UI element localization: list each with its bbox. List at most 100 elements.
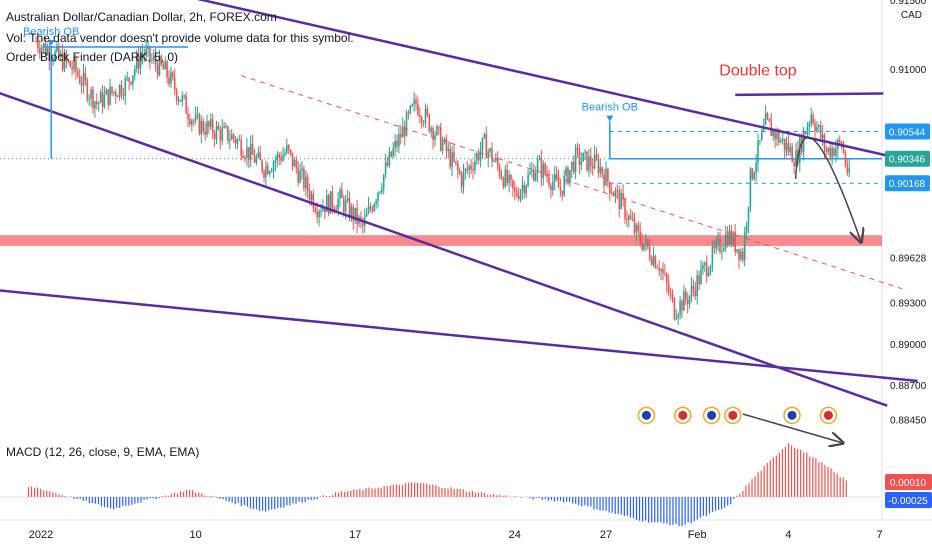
macd-bar <box>538 497 540 498</box>
candle-body <box>599 167 602 173</box>
candle-body <box>500 175 503 179</box>
macd-bar <box>803 452 805 497</box>
macd-bar <box>775 455 777 497</box>
double-top-label: Double top <box>719 63 796 80</box>
macd-bar <box>730 497 732 505</box>
candle-body <box>593 154 596 169</box>
candle-body <box>747 206 750 226</box>
macd-bar <box>635 497 638 521</box>
macd-bar <box>699 497 701 518</box>
candle-body <box>46 48 49 54</box>
candle-body <box>495 157 497 161</box>
macd-bar <box>88 497 90 504</box>
candle-body <box>403 126 406 137</box>
candle-body <box>219 129 222 141</box>
candle-body <box>331 191 334 208</box>
time-tick-label: 4 <box>785 529 791 541</box>
candle-body <box>559 187 562 191</box>
macd-bar <box>341 491 343 497</box>
candle-body <box>388 151 391 166</box>
event-flag-dot <box>787 410 797 420</box>
candle-body <box>149 46 151 60</box>
candle-body <box>261 160 263 172</box>
candle-body <box>751 168 754 179</box>
candle-body <box>280 157 282 161</box>
macd-bar <box>790 445 793 497</box>
macd-bar <box>474 493 476 497</box>
macd-bar <box>742 490 744 497</box>
candle-body <box>428 114 431 132</box>
macd-bar <box>629 497 632 518</box>
candle-body <box>704 262 706 265</box>
macd-bar <box>562 497 565 503</box>
candle-body <box>677 314 679 318</box>
candle-body <box>65 53 68 62</box>
candle-body <box>506 169 508 184</box>
candle-body <box>584 151 586 153</box>
macd-bar <box>79 497 81 499</box>
candle-body <box>303 168 305 189</box>
currency-label: CAD <box>900 10 922 21</box>
candle-body <box>569 169 571 184</box>
candle-body <box>802 132 805 153</box>
macd-bar <box>596 497 598 510</box>
candle-body <box>310 194 313 200</box>
macd-bar <box>189 489 191 497</box>
candle-body <box>517 196 520 200</box>
candle-body <box>48 48 51 61</box>
candle-body <box>512 179 514 189</box>
candle-body <box>705 262 708 276</box>
candle-body <box>474 160 476 171</box>
candle-body <box>485 133 488 159</box>
macd-bar <box>660 497 662 523</box>
candle-body <box>620 192 622 210</box>
macd-bar <box>82 497 84 501</box>
candle-body <box>439 127 442 151</box>
candle-body <box>177 99 180 101</box>
macd-bar <box>119 497 121 509</box>
macd-bar <box>146 497 148 500</box>
candle-body <box>717 238 719 242</box>
candle-body <box>774 130 776 140</box>
candle-body <box>253 154 256 163</box>
candle-body <box>251 143 254 155</box>
candle-body <box>270 170 273 172</box>
candle-body <box>341 189 343 199</box>
macd-bar <box>696 497 698 520</box>
candle-body <box>286 145 288 153</box>
macd-bar <box>529 497 531 499</box>
macd-bar <box>207 496 209 497</box>
macd-bar <box>684 497 686 525</box>
candle-body <box>819 125 822 139</box>
candle-body <box>297 168 299 183</box>
candle-body <box>766 113 769 119</box>
candle-body <box>401 126 404 138</box>
macd-bar <box>37 487 39 497</box>
macd-bar <box>556 497 559 501</box>
volume-legend: Vol: The data vendor doesn't provide vol… <box>6 31 354 45</box>
macd-bar <box>748 483 750 497</box>
macd-legend: MACD (12, 26, close, 9, EMA, EMA) <box>6 445 200 459</box>
candle-body <box>780 140 782 143</box>
macd-bar <box>800 449 802 497</box>
candle-body <box>679 300 681 315</box>
candle-body <box>287 145 290 150</box>
price-tick-label: 0.88450 <box>890 415 927 426</box>
candle-body <box>265 165 267 178</box>
candle-body <box>369 206 372 209</box>
candle-body <box>483 133 486 138</box>
candle-body <box>567 167 569 184</box>
macd-bar <box>195 492 197 497</box>
price-badge <box>885 150 930 167</box>
macd-bar <box>365 487 367 497</box>
candle-body <box>610 192 613 194</box>
double-top-line <box>735 92 884 97</box>
macd-bar <box>413 482 416 497</box>
candle-body <box>327 195 330 214</box>
candle-body <box>164 61 166 70</box>
candle-body <box>240 139 242 157</box>
macd-bar <box>559 497 562 501</box>
candle-body <box>229 139 231 142</box>
candle-body <box>726 234 729 245</box>
